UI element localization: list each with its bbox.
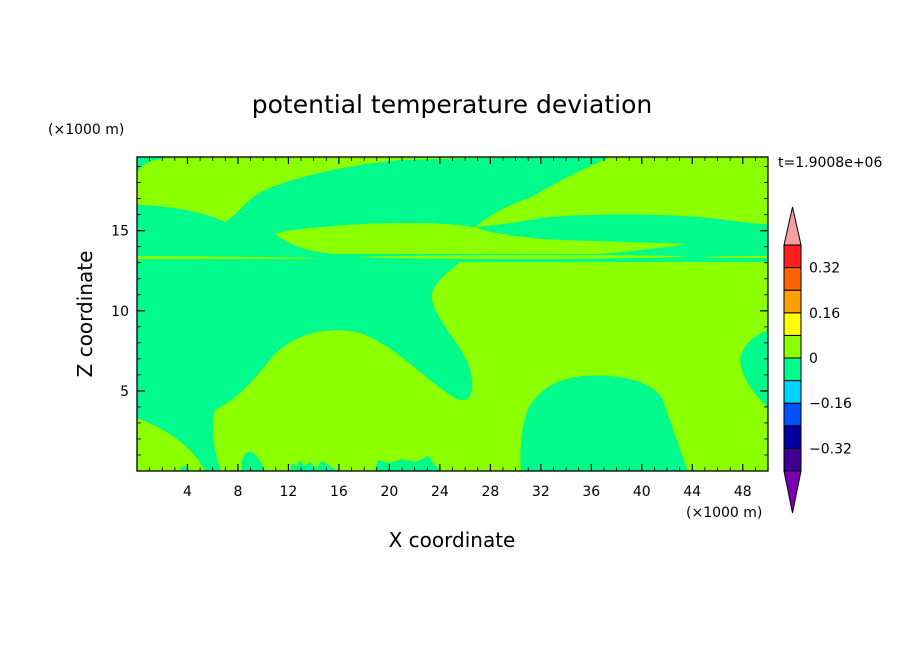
- colorbar-band: [783, 289, 802, 314]
- x-axis-label: X coordinate: [389, 528, 516, 552]
- colorbar-band: [783, 334, 802, 359]
- x-unit-label: (×1000 m): [686, 505, 762, 521]
- colorbar-band: [783, 425, 802, 449]
- z-tick-label: 10: [111, 304, 129, 320]
- colorbar: 0.32 0.16 0 −0.16 −0.32: [783, 206, 852, 514]
- colorbar-band: [783, 206, 802, 246]
- x-tick-label: 8: [233, 484, 242, 500]
- colorbar-band: [783, 470, 802, 514]
- plot-area: [136, 156, 769, 472]
- colorbar-tick-label: 0.32: [809, 261, 840, 277]
- z-unit-label: (×1000 m): [48, 122, 124, 138]
- colorbar-band: [783, 267, 802, 291]
- z-tick-label: 5: [120, 384, 129, 400]
- x-tick-label: 12: [280, 484, 298, 500]
- contour-band-positive: [700, 256, 768, 258]
- contour-region-negative: [241, 451, 265, 471]
- colorbar-band: [783, 402, 802, 427]
- x-tick-label: 48: [734, 484, 752, 500]
- contour-region-negative: [520, 375, 688, 471]
- contour-band-positive: [137, 256, 320, 259]
- colorbar-tick-label: −0.16: [809, 396, 852, 412]
- x-tick-label: 24: [431, 484, 449, 500]
- x-tick-label: 20: [380, 484, 398, 500]
- chart-title: potential temperature deviation: [252, 90, 652, 119]
- x-tick-label: 36: [582, 484, 600, 500]
- colorbar-band: [783, 357, 802, 382]
- contour-region-negative: [137, 157, 610, 254]
- x-axis: 4 8 12 16 20 24 28 32 36 40 44 48: [149, 157, 756, 500]
- colorbar-tick-label: 0: [809, 351, 818, 367]
- contour-region-negative: [475, 214, 768, 254]
- x-tick-label: 40: [633, 484, 651, 500]
- x-tick-label: 44: [683, 484, 701, 500]
- colorbar-tick-label: 0.16: [809, 306, 840, 322]
- time-label: t=1.9008e+06: [778, 155, 882, 171]
- colorbar-band: [783, 380, 802, 404]
- contour-region-negative: [375, 456, 440, 471]
- colorbar-band: [783, 447, 802, 472]
- colorbar-band: [783, 244, 802, 269]
- colorbar-band: [783, 312, 802, 336]
- z-axis-label: Z coordinate: [73, 251, 97, 378]
- contour-region-negative: [137, 262, 473, 471]
- x-tick-label: 32: [532, 484, 550, 500]
- x-tick-label: 28: [481, 484, 499, 500]
- z-tick-label: 15: [111, 224, 129, 240]
- colorbar-tick-label: −0.32: [809, 441, 852, 457]
- contour-region-negative: [740, 330, 768, 408]
- x-tick-label: 4: [183, 484, 192, 500]
- x-tick-label: 16: [330, 484, 348, 500]
- contour-band-positive: [355, 255, 690, 259]
- z-axis: 5 10 15: [111, 166, 768, 456]
- contour-region-negative: [137, 157, 178, 172]
